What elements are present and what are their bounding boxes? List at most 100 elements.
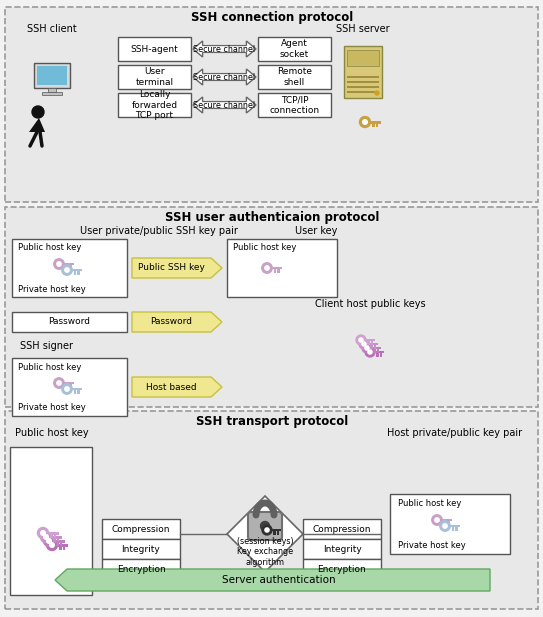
- FancyBboxPatch shape: [445, 524, 460, 528]
- FancyBboxPatch shape: [380, 354, 382, 357]
- Circle shape: [362, 342, 366, 346]
- Text: SSH user authenticaion protocol: SSH user authenticaion protocol: [165, 210, 379, 223]
- Text: Compression: Compression: [112, 524, 171, 534]
- Text: Public host key: Public host key: [233, 244, 296, 252]
- FancyBboxPatch shape: [371, 341, 373, 344]
- Text: Locally
forwarded
TCP port: Locally forwarded TCP port: [131, 90, 178, 120]
- Circle shape: [65, 268, 69, 272]
- FancyBboxPatch shape: [390, 494, 510, 554]
- Circle shape: [359, 338, 363, 342]
- Circle shape: [62, 384, 72, 394]
- FancyBboxPatch shape: [277, 531, 279, 534]
- Circle shape: [435, 518, 439, 522]
- FancyBboxPatch shape: [258, 93, 331, 117]
- Text: Server authentication: Server authentication: [222, 575, 336, 585]
- Circle shape: [262, 525, 272, 535]
- FancyBboxPatch shape: [46, 536, 62, 539]
- FancyBboxPatch shape: [12, 239, 127, 297]
- FancyBboxPatch shape: [258, 65, 331, 89]
- FancyBboxPatch shape: [267, 267, 282, 270]
- FancyBboxPatch shape: [60, 542, 62, 546]
- Text: Secure channel: Secure channel: [193, 73, 256, 81]
- Polygon shape: [193, 41, 256, 57]
- FancyBboxPatch shape: [59, 381, 74, 384]
- Circle shape: [37, 528, 48, 539]
- FancyBboxPatch shape: [66, 384, 68, 387]
- FancyBboxPatch shape: [59, 547, 62, 550]
- Text: Secure channel: Secure channel: [193, 101, 256, 109]
- Text: Client host public keys: Client host public keys: [315, 299, 425, 309]
- Circle shape: [41, 531, 45, 536]
- FancyBboxPatch shape: [267, 529, 281, 531]
- FancyBboxPatch shape: [258, 37, 331, 61]
- FancyBboxPatch shape: [447, 521, 450, 524]
- Circle shape: [57, 381, 61, 385]
- Text: User private/public SSH key pair: User private/public SSH key pair: [80, 226, 238, 236]
- FancyBboxPatch shape: [102, 559, 180, 579]
- Circle shape: [50, 543, 54, 547]
- FancyBboxPatch shape: [452, 528, 454, 531]
- Text: SSH signer: SSH signer: [20, 341, 73, 351]
- Text: Public host key: Public host key: [18, 244, 81, 252]
- FancyBboxPatch shape: [67, 387, 82, 391]
- Text: Remote
shell: Remote shell: [277, 67, 312, 87]
- FancyBboxPatch shape: [347, 75, 379, 78]
- Text: Private host key: Private host key: [18, 404, 86, 413]
- Text: Private host key: Private host key: [18, 284, 86, 294]
- Text: Secure channel: Secure channel: [193, 44, 256, 54]
- FancyBboxPatch shape: [264, 528, 266, 534]
- FancyBboxPatch shape: [203, 72, 247, 82]
- Circle shape: [375, 91, 379, 95]
- Text: User key: User key: [295, 226, 337, 236]
- Text: Encryption: Encryption: [117, 565, 166, 573]
- Polygon shape: [227, 496, 303, 572]
- Circle shape: [440, 521, 450, 531]
- Polygon shape: [55, 569, 490, 591]
- Text: Encryption: Encryption: [318, 565, 367, 573]
- FancyBboxPatch shape: [53, 539, 56, 542]
- FancyBboxPatch shape: [370, 350, 384, 354]
- FancyBboxPatch shape: [347, 50, 379, 66]
- Text: Integrity: Integrity: [122, 544, 160, 553]
- Text: Host private/public key pair: Host private/public key pair: [388, 428, 522, 438]
- FancyBboxPatch shape: [367, 347, 381, 349]
- FancyBboxPatch shape: [70, 384, 72, 387]
- FancyBboxPatch shape: [118, 93, 191, 117]
- FancyBboxPatch shape: [66, 265, 68, 269]
- FancyBboxPatch shape: [376, 123, 378, 127]
- Circle shape: [62, 265, 72, 275]
- FancyBboxPatch shape: [67, 268, 82, 271]
- Text: Password: Password: [150, 318, 193, 326]
- FancyBboxPatch shape: [277, 270, 280, 273]
- Text: Private host key: Private host key: [398, 540, 466, 550]
- Text: SSH server: SSH server: [336, 24, 390, 34]
- FancyBboxPatch shape: [74, 391, 76, 394]
- Text: Host based: Host based: [146, 383, 197, 392]
- Circle shape: [43, 535, 48, 539]
- Polygon shape: [193, 97, 256, 113]
- Circle shape: [368, 350, 372, 354]
- FancyBboxPatch shape: [374, 349, 376, 352]
- Circle shape: [443, 524, 447, 528]
- FancyBboxPatch shape: [303, 539, 381, 559]
- Circle shape: [65, 387, 69, 391]
- Circle shape: [261, 521, 269, 531]
- FancyBboxPatch shape: [361, 339, 375, 341]
- FancyBboxPatch shape: [347, 86, 379, 88]
- Circle shape: [47, 539, 58, 550]
- FancyBboxPatch shape: [43, 531, 59, 534]
- FancyBboxPatch shape: [34, 63, 70, 88]
- Circle shape: [43, 536, 54, 547]
- Polygon shape: [132, 312, 222, 332]
- Circle shape: [41, 531, 52, 542]
- FancyBboxPatch shape: [347, 80, 379, 83]
- Circle shape: [365, 347, 375, 357]
- FancyBboxPatch shape: [347, 91, 379, 93]
- Text: Public host key: Public host key: [18, 363, 81, 371]
- FancyBboxPatch shape: [102, 519, 180, 539]
- FancyBboxPatch shape: [368, 341, 370, 344]
- FancyBboxPatch shape: [42, 92, 62, 95]
- FancyBboxPatch shape: [54, 534, 56, 538]
- Circle shape: [54, 259, 64, 269]
- FancyBboxPatch shape: [49, 539, 65, 542]
